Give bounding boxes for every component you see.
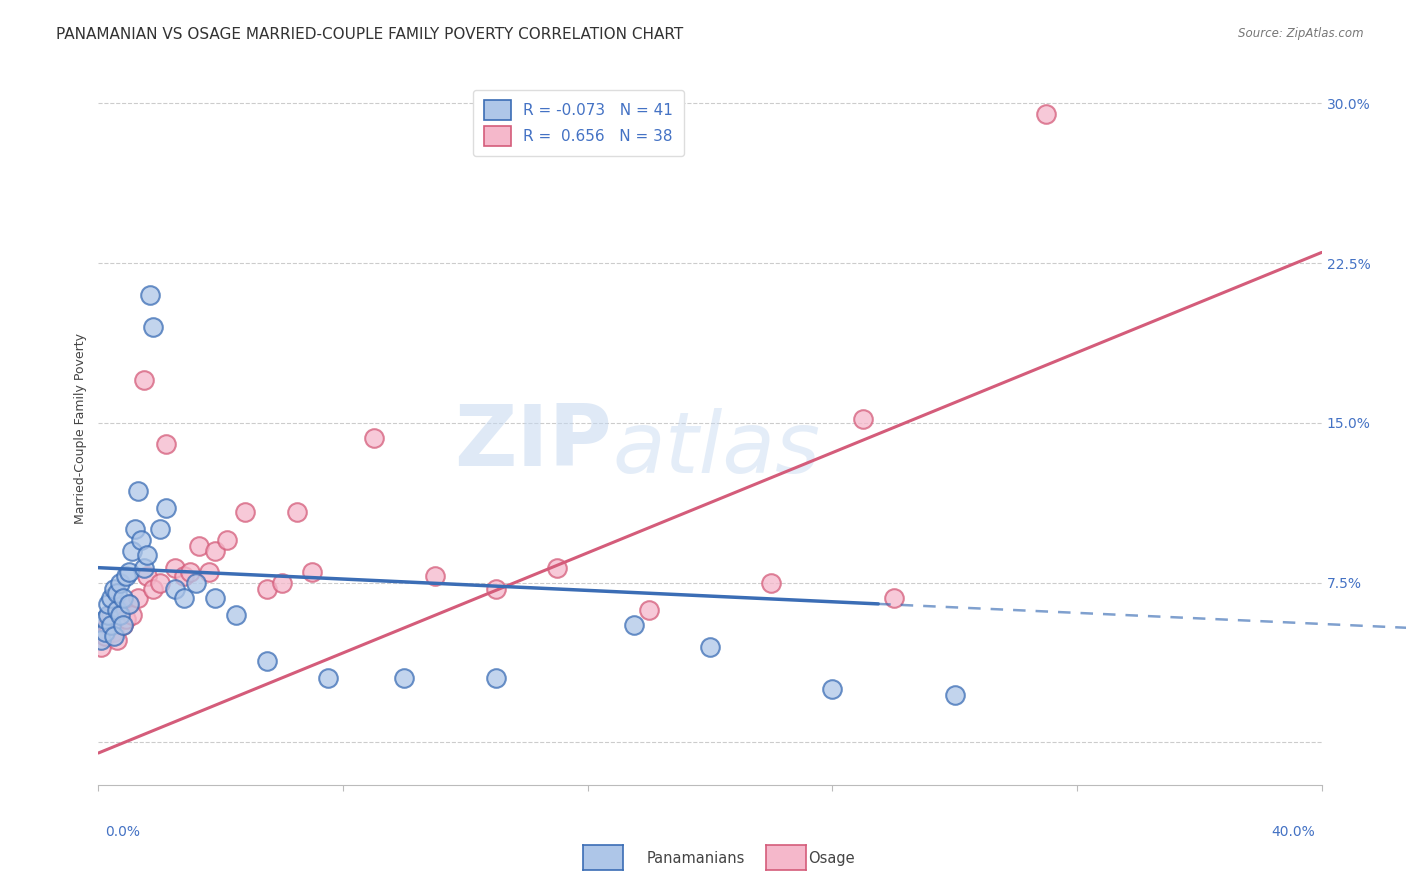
Point xyxy=(105,586,128,600)
Point xyxy=(215,533,238,547)
Text: atlas: atlas xyxy=(612,408,820,491)
Point xyxy=(1035,107,1057,121)
Text: ZIP: ZIP xyxy=(454,401,612,484)
Point xyxy=(155,437,177,451)
Point xyxy=(93,612,115,626)
Point xyxy=(759,575,782,590)
Point xyxy=(163,560,186,574)
Point xyxy=(100,591,122,605)
Point xyxy=(225,607,247,622)
Point xyxy=(363,431,385,445)
Text: 40.0%: 40.0% xyxy=(1271,825,1315,839)
Point xyxy=(111,591,134,605)
Point xyxy=(256,582,278,596)
Point xyxy=(173,591,195,605)
Point xyxy=(105,633,128,648)
Point xyxy=(197,565,219,579)
Point xyxy=(121,607,143,622)
Point xyxy=(623,618,645,632)
Point xyxy=(270,575,292,590)
Legend: R = -0.073   N = 41, R =  0.656   N = 38: R = -0.073 N = 41, R = 0.656 N = 38 xyxy=(472,90,683,156)
Point xyxy=(256,654,278,668)
Point xyxy=(943,689,966,703)
Point xyxy=(883,591,905,605)
Point xyxy=(136,569,159,583)
Point xyxy=(127,591,149,605)
Y-axis label: Married-Couple Family Poverty: Married-Couple Family Poverty xyxy=(75,333,87,524)
Point xyxy=(127,483,149,498)
Point xyxy=(546,560,568,574)
Point xyxy=(97,607,120,622)
Point xyxy=(142,320,165,334)
Text: Panamanians: Panamanians xyxy=(647,851,745,865)
Point xyxy=(121,543,143,558)
Point xyxy=(637,603,661,617)
Point xyxy=(118,597,141,611)
Point xyxy=(115,612,138,626)
Point xyxy=(118,565,141,579)
Point xyxy=(163,582,186,596)
Point xyxy=(134,373,156,387)
Point xyxy=(90,640,112,654)
Point xyxy=(142,582,165,596)
Point xyxy=(108,575,131,590)
Point xyxy=(108,607,131,622)
Point xyxy=(188,540,211,554)
Point xyxy=(115,569,138,583)
Point xyxy=(111,618,134,632)
Point xyxy=(155,501,177,516)
Point xyxy=(852,411,875,425)
Point xyxy=(97,618,120,632)
Point xyxy=(149,522,172,536)
Point xyxy=(136,548,159,562)
Text: Osage: Osage xyxy=(808,851,855,865)
Point xyxy=(699,640,721,654)
Point xyxy=(186,575,208,590)
Point xyxy=(100,607,122,622)
Text: Source: ZipAtlas.com: Source: ZipAtlas.com xyxy=(1239,27,1364,40)
Point xyxy=(485,582,508,596)
Point xyxy=(108,603,131,617)
Point xyxy=(90,633,112,648)
Point xyxy=(103,582,125,596)
Point xyxy=(93,624,115,639)
Point xyxy=(105,603,128,617)
Point xyxy=(204,591,226,605)
Point xyxy=(485,672,508,686)
Point xyxy=(423,569,446,583)
Point xyxy=(285,505,308,519)
Text: 0.0%: 0.0% xyxy=(105,825,141,839)
Point xyxy=(821,682,844,697)
Point xyxy=(233,505,256,519)
Point xyxy=(103,624,125,639)
Point xyxy=(103,629,125,643)
Point xyxy=(301,565,323,579)
Point xyxy=(316,672,339,686)
Point xyxy=(392,672,416,686)
Point xyxy=(179,565,201,579)
Point xyxy=(100,618,122,632)
Point xyxy=(124,522,146,536)
Point xyxy=(118,597,141,611)
Point xyxy=(111,618,134,632)
Point xyxy=(204,543,226,558)
Point xyxy=(134,560,156,574)
Point xyxy=(97,597,120,611)
Point xyxy=(149,575,172,590)
Point xyxy=(93,629,115,643)
Text: PANAMANIAN VS OSAGE MARRIED-COUPLE FAMILY POVERTY CORRELATION CHART: PANAMANIAN VS OSAGE MARRIED-COUPLE FAMIL… xyxy=(56,27,683,42)
Point xyxy=(139,288,162,302)
Point xyxy=(129,533,152,547)
Point xyxy=(173,569,195,583)
